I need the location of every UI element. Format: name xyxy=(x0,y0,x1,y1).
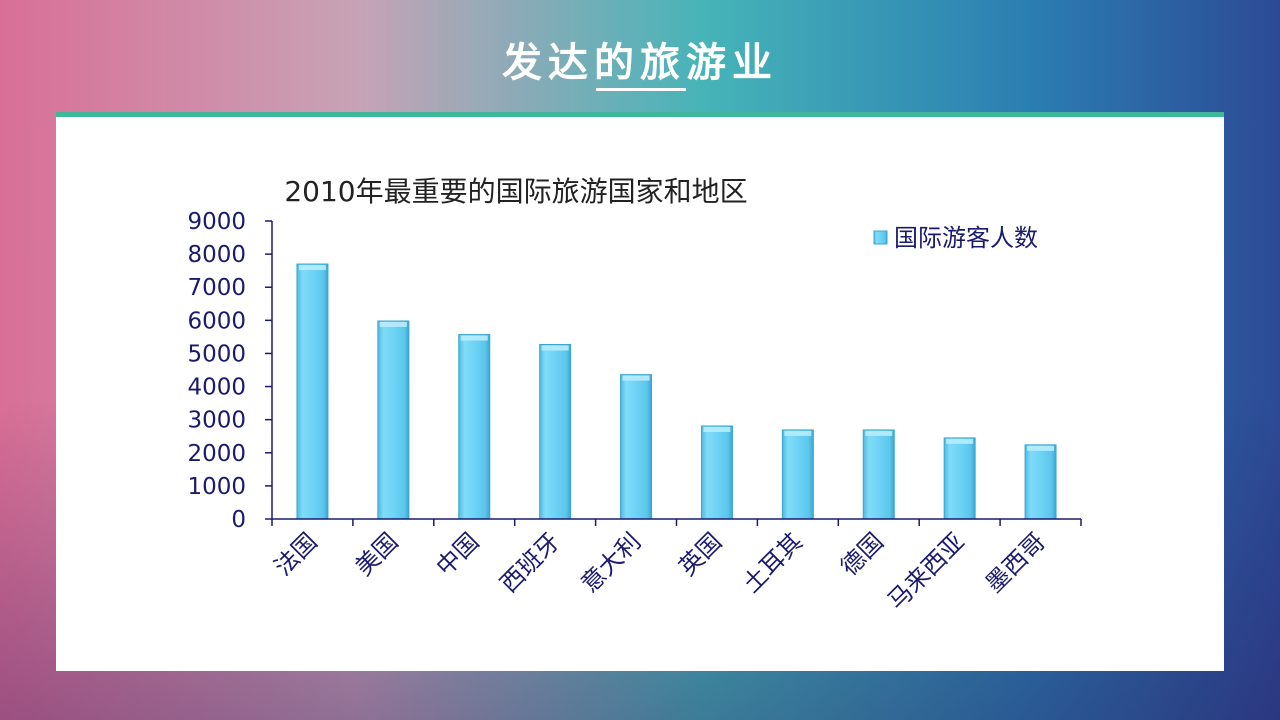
x-tick-label: 西班牙 xyxy=(495,527,566,598)
bar-2 xyxy=(458,334,491,520)
bar xyxy=(296,263,329,520)
x-tick-label: 意大利 xyxy=(576,527,647,598)
bar xyxy=(1024,444,1057,520)
bar-8 xyxy=(943,437,976,520)
bar-cap xyxy=(298,265,326,271)
bar-6 xyxy=(781,429,814,520)
bar-cap xyxy=(541,345,569,351)
slide-title: 发达的旅游业 xyxy=(502,40,778,86)
chart-panel: 2010年最重要的国际旅游国家和地区 国际游客人数 0 1000 2000 3000 4… xyxy=(56,112,1224,671)
bar-cap xyxy=(1027,445,1055,451)
y-tick-label: 5000 xyxy=(187,341,246,367)
bar xyxy=(700,425,733,520)
chart-legend: 国际游客人数 xyxy=(873,224,1038,252)
x-tick-label: 马来西亚 xyxy=(882,527,970,615)
x-tick-label: 土耳其 xyxy=(737,527,808,598)
x-tick-label: 墨西哥 xyxy=(980,527,1051,598)
bar xyxy=(458,334,491,520)
x-tick-label: 英国 xyxy=(673,527,727,581)
bar xyxy=(377,320,410,520)
bar-7 xyxy=(862,429,895,520)
bar xyxy=(943,437,976,520)
y-tick-label: 8000 xyxy=(187,242,246,268)
bar-cap xyxy=(946,438,974,444)
bar-4 xyxy=(620,374,653,520)
legend-label: 国际游客人数 xyxy=(894,224,1038,252)
y-tick-label: 6000 xyxy=(187,308,246,334)
y-tick-label: 0 xyxy=(231,507,246,533)
x-tick-label: 美国 xyxy=(350,527,404,581)
y-tick-label: 7000 xyxy=(187,275,246,301)
legend-swatch xyxy=(873,230,888,245)
y-tick-label: 1000 xyxy=(187,474,246,500)
bar-cap xyxy=(865,430,893,436)
y-tick-label: 2000 xyxy=(187,441,246,467)
bar-5 xyxy=(700,425,733,520)
bar-1 xyxy=(377,320,410,520)
bar xyxy=(620,374,653,520)
x-tick-label: 德国 xyxy=(835,527,889,581)
bar-9 xyxy=(1024,444,1057,520)
bar-3 xyxy=(539,344,572,520)
bar-cap xyxy=(703,426,731,432)
y-tick-label: 4000 xyxy=(187,375,246,401)
y-tick-label: 9000 xyxy=(187,209,246,235)
bar-cap xyxy=(784,430,812,436)
bar-cap xyxy=(379,321,407,327)
x-tick-label: 法国 xyxy=(269,527,323,581)
bar-cap xyxy=(622,375,650,381)
title-underline xyxy=(596,88,686,91)
chart-title: 2010年最重要的国际旅游国家和地区 xyxy=(284,175,747,208)
bar xyxy=(539,344,572,520)
bar xyxy=(862,429,895,520)
y-tick-label: 3000 xyxy=(187,408,246,434)
bar-chart: 2010年最重要的国际旅游国家和地区 国际游客人数 0 1000 2000 3000 4… xyxy=(187,175,1082,615)
x-tick-label: 中国 xyxy=(431,527,485,581)
bar-cap xyxy=(460,335,488,341)
bar-0 xyxy=(296,263,329,520)
bar xyxy=(781,429,814,520)
